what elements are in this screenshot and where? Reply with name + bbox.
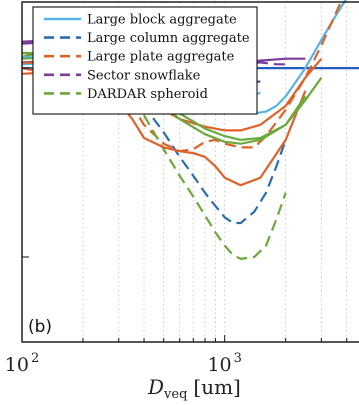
- legend-label: Large block aggregate: [87, 13, 237, 28]
- panel-label: (b): [28, 317, 52, 337]
- legend-label: DARDAR spheroid: [87, 87, 208, 102]
- x-axis-label-main: D: [147, 375, 164, 399]
- x-axis-label-unit: [um]: [193, 375, 240, 399]
- x-tick-label: 10 3: [207, 351, 241, 376]
- legend-label: Large column aggregate: [87, 31, 250, 46]
- x-tick-label: 10 2: [5, 351, 39, 376]
- legend-box: [32, 6, 258, 115]
- plot-frame: [21, 1, 359, 343]
- x-axis-label-sub: veq: [163, 387, 187, 402]
- series-line-dardar-spheroid: [21, 48, 287, 260]
- legend: Large block aggregate Large column aggreg…: [32, 6, 258, 115]
- tick-layer: 10 2 10 3: [5, 67, 348, 376]
- legend-label: Large plate aggregate: [87, 50, 235, 65]
- x-axis-label: Dveq [um]: [147, 375, 241, 402]
- legend-label: Sector snowflake: [87, 68, 201, 83]
